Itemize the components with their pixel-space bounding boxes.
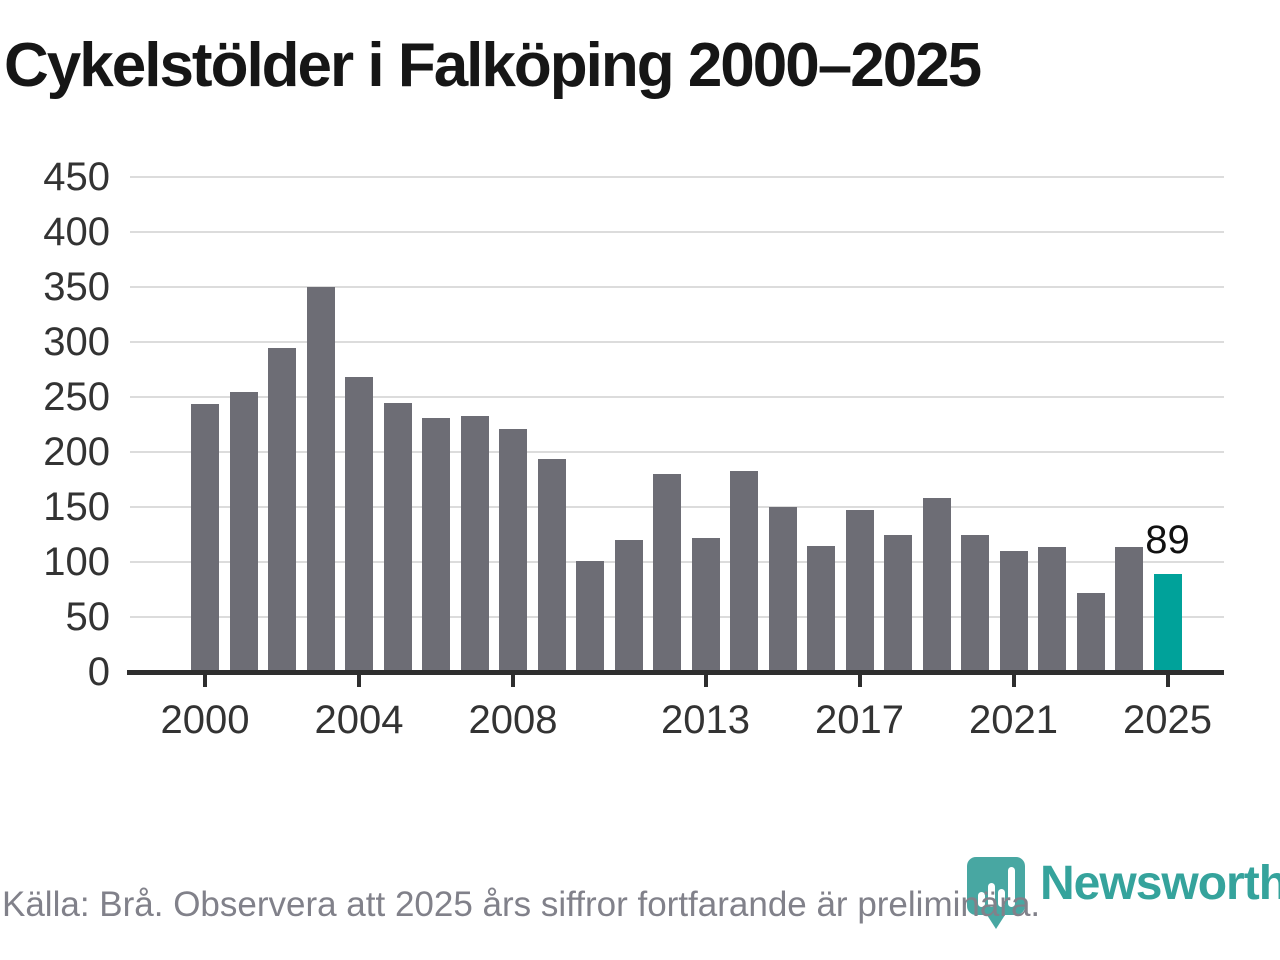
x-axis-tick-2013 bbox=[703, 675, 708, 687]
y-axis-label-50: 50 bbox=[65, 595, 111, 639]
y-axis-label-150: 150 bbox=[43, 485, 110, 529]
pin-bar-chart-glyph bbox=[978, 867, 1015, 907]
x-axis-tick-2017 bbox=[857, 675, 862, 687]
bar-2024 bbox=[1115, 546, 1143, 672]
bar-2016 bbox=[807, 545, 835, 672]
bar-2012 bbox=[653, 474, 681, 672]
x-axis-label-2008: 2008 bbox=[468, 698, 558, 742]
bar-2004 bbox=[345, 377, 373, 672]
x-axis-tick-2021 bbox=[1011, 675, 1016, 687]
bar-2017 bbox=[845, 510, 874, 672]
x-axis-tick-2025 bbox=[1165, 675, 1170, 687]
source-note: Källa: Brå. Observera att 2025 års siffr… bbox=[2, 885, 1041, 924]
x-axis-label-2013: 2013 bbox=[661, 698, 750, 742]
gridline-400 bbox=[130, 231, 1224, 233]
bar-2013 bbox=[691, 537, 720, 672]
gridline-350 bbox=[130, 286, 1224, 288]
bar-2003 bbox=[306, 287, 335, 672]
y-axis-label-400: 400 bbox=[43, 210, 110, 254]
newsworthy-wordmark: Newsworthy bbox=[1040, 857, 1280, 910]
bar-2002 bbox=[268, 347, 296, 672]
x-axis-label-2025: 2025 bbox=[1123, 698, 1212, 742]
bar-2007 bbox=[460, 415, 489, 672]
bar-2023 bbox=[1076, 592, 1105, 672]
bar-2021 bbox=[999, 551, 1028, 672]
gridline-450 bbox=[130, 176, 1224, 178]
y-axis-label-450: 450 bbox=[43, 155, 110, 199]
y-axis-label-300: 300 bbox=[43, 320, 110, 364]
y-axis-label-250: 250 bbox=[43, 375, 110, 419]
bar-2011 bbox=[614, 540, 643, 672]
bar-2006 bbox=[422, 417, 450, 672]
bar-2010 bbox=[576, 560, 604, 672]
bar-2005 bbox=[383, 402, 412, 672]
highlight-value-label: 89 bbox=[1145, 518, 1190, 563]
x-axis-tick-2008 bbox=[511, 675, 515, 687]
bar-2025 bbox=[1153, 574, 1182, 672]
x-axis-line bbox=[127, 670, 1224, 675]
y-axis-label-200: 200 bbox=[43, 430, 110, 474]
y-axis-label-0: 0 bbox=[87, 650, 110, 694]
x-axis-label-2000: 2000 bbox=[160, 698, 250, 742]
x-axis-tick-2000 bbox=[203, 675, 207, 687]
bar-2022 bbox=[1038, 546, 1066, 672]
bar-2020 bbox=[961, 534, 989, 672]
gridline-300 bbox=[130, 341, 1224, 343]
x-axis-label-2017: 2017 bbox=[815, 698, 904, 742]
bar-2000 bbox=[191, 403, 219, 672]
bar-2019 bbox=[922, 498, 951, 672]
gridline-250 bbox=[130, 396, 1224, 398]
y-axis-label-350: 350 bbox=[43, 265, 110, 309]
chart-title: Cykelstölder i Falköping 2000–2025 bbox=[4, 31, 982, 100]
y-axis-label-100: 100 bbox=[43, 540, 110, 584]
bar-2001 bbox=[229, 391, 258, 672]
bar-2014 bbox=[730, 470, 758, 672]
newsworthy-pin-icon bbox=[967, 857, 1025, 929]
x-axis-tick-2004 bbox=[357, 675, 361, 687]
x-axis-label-2021: 2021 bbox=[969, 698, 1058, 742]
bar-2009 bbox=[537, 458, 566, 672]
x-axis-label-2004: 2004 bbox=[314, 698, 404, 742]
bar-2015 bbox=[768, 507, 797, 672]
bar-2008 bbox=[499, 428, 527, 672]
gridline-200 bbox=[130, 451, 1224, 453]
bar-2018 bbox=[884, 534, 912, 672]
